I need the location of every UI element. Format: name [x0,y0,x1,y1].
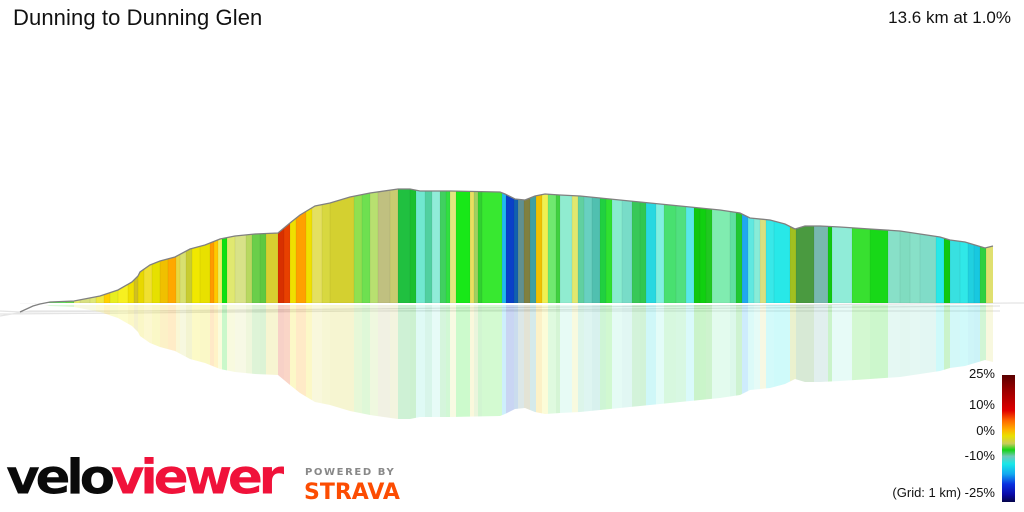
legend-label-minus-25: (Grid: 1 km) -25% [892,485,995,500]
route-summary: 13.6 km at 1.0% [888,8,1011,27]
baseline-grid [0,302,1024,317]
legend-label-10: 10% [968,397,995,412]
gradient-color-scale [1002,375,1015,502]
logo-viewer-text: viewer [110,450,284,506]
strava-logo[interactable]: STRAVA [304,480,400,505]
powered-by-label: POWERED BY [305,467,396,478]
route-title: Dunning to Dunning Glen [13,5,263,30]
legend-label-0: 0% [976,423,995,438]
legend-label-minus-10: -10% [964,448,995,463]
gradient-legend: 25% 10% 0% -10% (Grid: 1 km) -25% [835,366,995,509]
profile-outline [19,188,994,313]
logo-velo-text: velo [6,450,115,506]
legend-label-25: 25% [968,366,995,381]
veloviewer-logo[interactable]: veloviewer [6,450,284,506]
gradient-segments [20,189,993,304]
